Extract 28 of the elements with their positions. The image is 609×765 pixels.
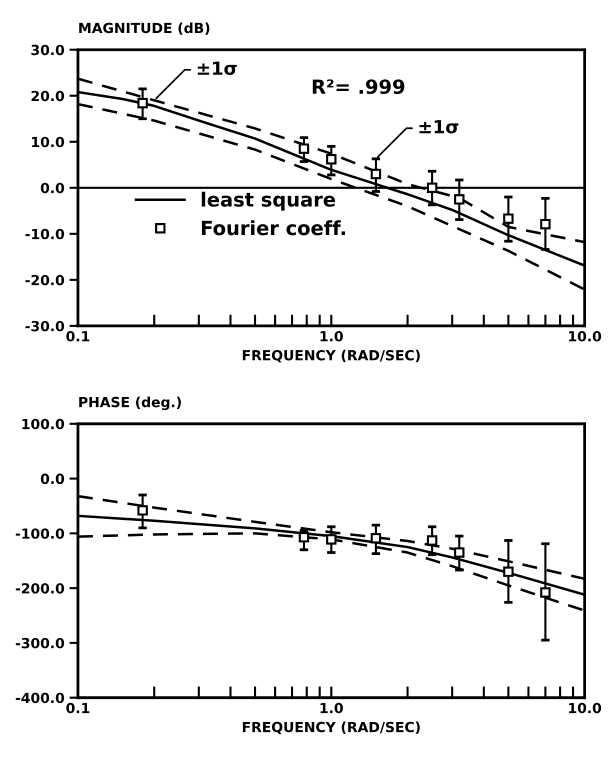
x-tick-label: 0.1 <box>66 330 90 342</box>
y-tick-label: -100.0 <box>16 528 64 539</box>
annotation: ±1σ <box>198 62 237 76</box>
y-tick-label: 0.0 <box>40 474 64 484</box>
y-tick-label: 10.0 <box>32 136 64 148</box>
x-tick-label: 1.0 <box>320 330 343 342</box>
y-tick-label: -10.0 <box>25 228 64 240</box>
y-tick-label: -30.0 <box>25 320 64 332</box>
annotation: R²= .999 <box>312 79 404 94</box>
y-tick-label: 30.0 <box>31 44 64 56</box>
y-tick-label: 100.0 <box>22 418 64 430</box>
y-tick-label: -300.0 <box>16 638 64 648</box>
y-axis-title: PHASE (deg.) <box>79 396 181 410</box>
annotation: ±1σ <box>419 120 458 134</box>
y-tick-label: -200.0 <box>16 583 64 594</box>
y-tick-label: -400.0 <box>16 692 64 704</box>
y-tick-label: 0.0 <box>40 182 64 194</box>
x-tick-label: 0.1 <box>66 702 90 714</box>
y-tick-label: 20.0 <box>32 90 64 102</box>
x-tick-label: 10.0 <box>569 330 602 342</box>
y-axis-title: MAGNITUDE (dB) <box>79 22 210 35</box>
x-axis-title: FREQUENCY (RAD/SEC) <box>242 722 420 734</box>
legend-label: Fourier coeff. <box>202 220 345 236</box>
x-tick-label: 1.0 <box>320 702 343 714</box>
y-tick-label: -20.0 <box>25 274 64 286</box>
x-tick-label: 10.0 <box>569 702 602 714</box>
x-axis-title: FREQUENCY (RAD/SEC) <box>242 350 420 362</box>
legend-label: least square <box>202 192 336 211</box>
